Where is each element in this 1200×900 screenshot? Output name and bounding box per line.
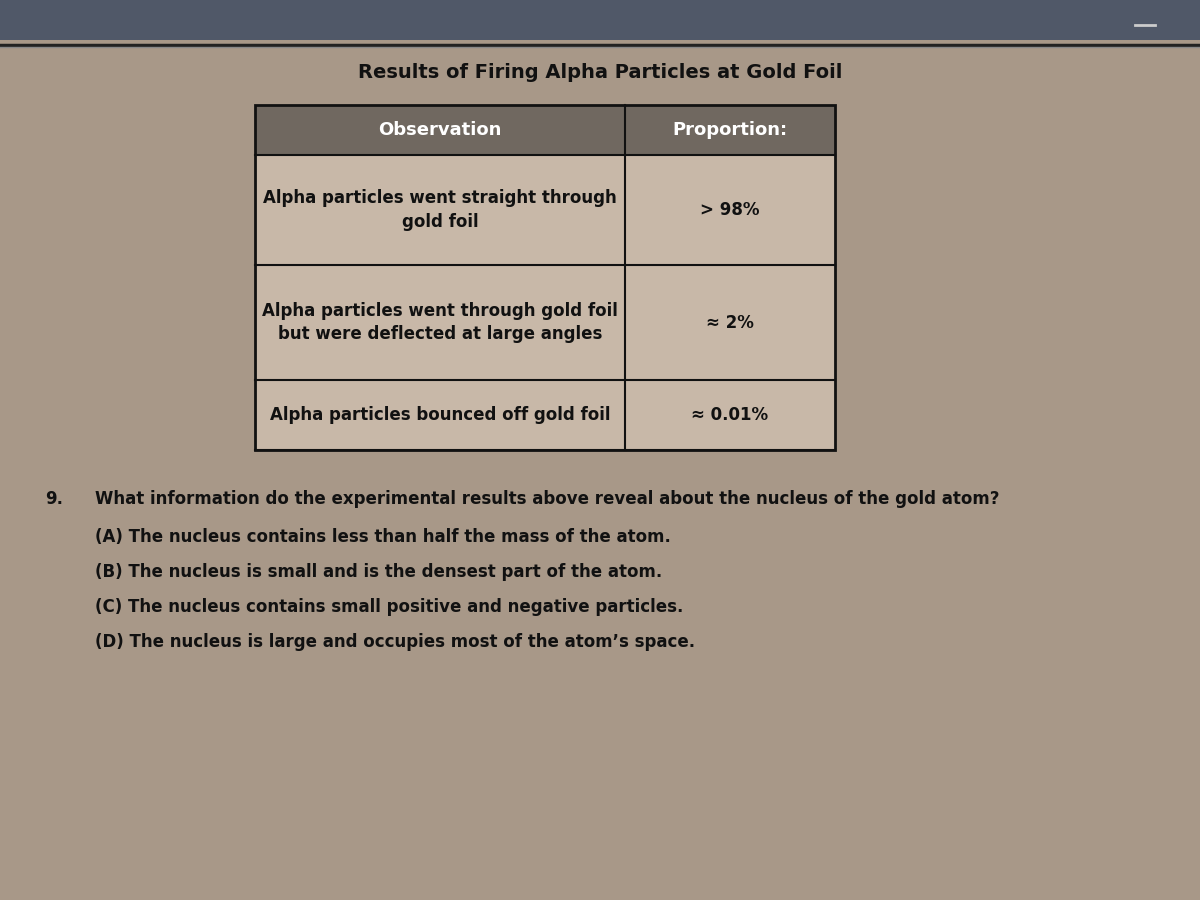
Text: (C) The nucleus contains small positive and negative particles.: (C) The nucleus contains small positive … bbox=[95, 598, 683, 616]
Text: Results of Firing Alpha Particles at Gold Foil: Results of Firing Alpha Particles at Gol… bbox=[358, 62, 842, 82]
Text: ≈ 0.01%: ≈ 0.01% bbox=[691, 406, 768, 424]
Bar bbox=[256, 155, 835, 265]
Text: (B) The nucleus is small and is the densest part of the atom.: (B) The nucleus is small and is the dens… bbox=[95, 563, 662, 581]
Text: What information do the experimental results above reveal about the nucleus of t: What information do the experimental res… bbox=[95, 490, 1000, 508]
Text: ≈ 2%: ≈ 2% bbox=[706, 313, 754, 331]
Bar bbox=[256, 105, 835, 155]
Bar bbox=[256, 380, 835, 450]
Bar bbox=[256, 265, 835, 380]
Bar bbox=[256, 105, 835, 450]
Text: Alpha particles bounced off gold foil: Alpha particles bounced off gold foil bbox=[270, 406, 611, 424]
Text: (D) The nucleus is large and occupies most of the atom’s space.: (D) The nucleus is large and occupies mo… bbox=[95, 633, 695, 651]
Text: Alpha particles went through gold foil
but were deflected at large angles: Alpha particles went through gold foil b… bbox=[262, 302, 618, 343]
Text: Proportion:: Proportion: bbox=[672, 121, 787, 139]
Text: Observation: Observation bbox=[378, 121, 502, 139]
Text: Alpha particles went straight through
gold foil: Alpha particles went straight through go… bbox=[263, 189, 617, 230]
Bar bbox=[0, 0, 1200, 40]
Text: > 98%: > 98% bbox=[701, 201, 760, 219]
Text: (A) The nucleus contains less than half the mass of the atom.: (A) The nucleus contains less than half … bbox=[95, 528, 671, 546]
Bar bbox=[256, 105, 835, 450]
Text: 9.: 9. bbox=[46, 490, 64, 508]
